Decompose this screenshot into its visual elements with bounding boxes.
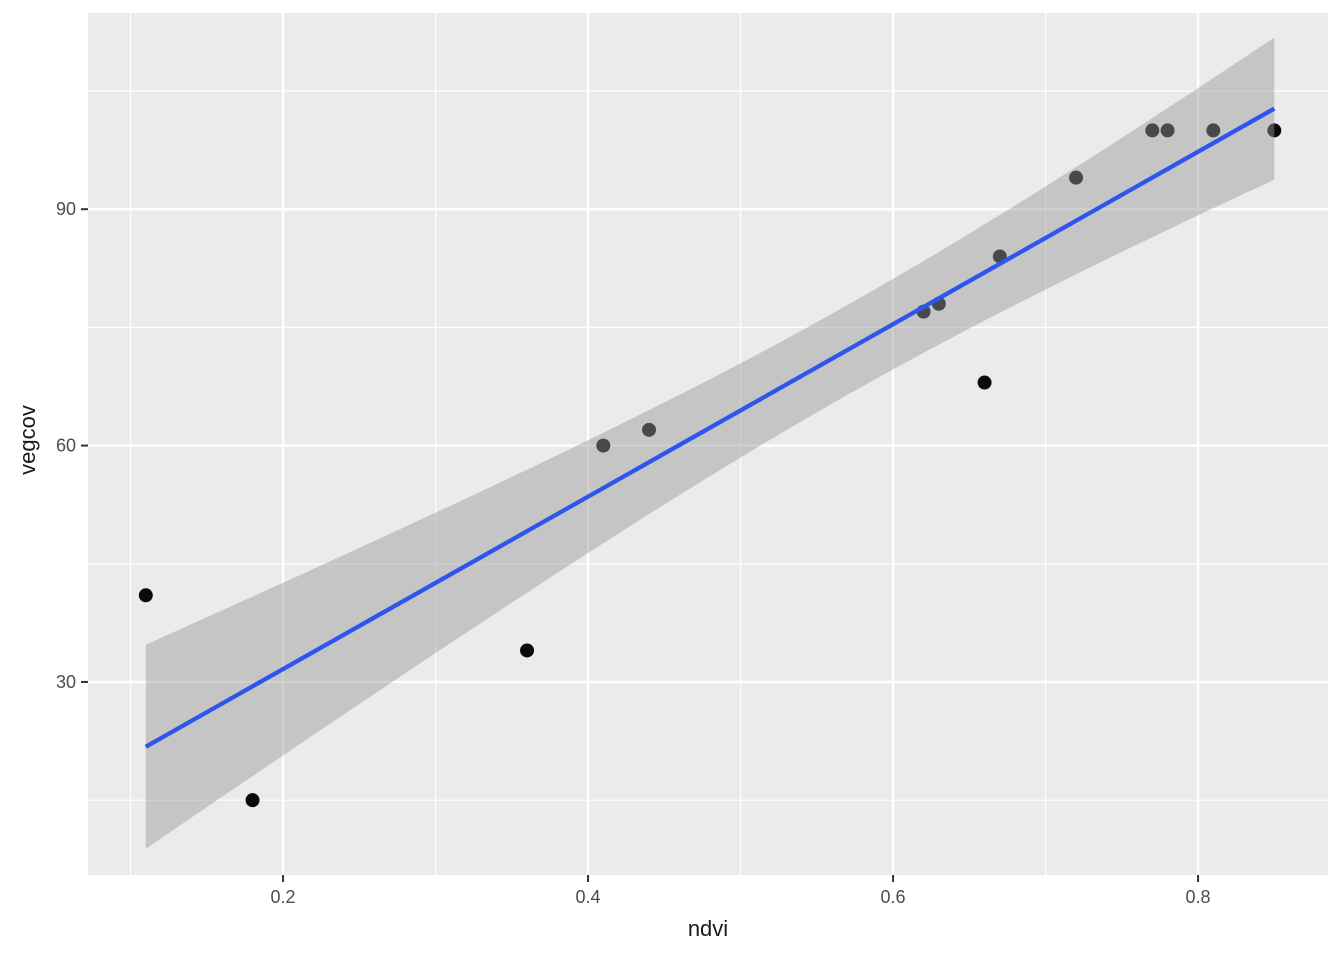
confidence-band: [145, 37, 1275, 849]
data-point: [1267, 123, 1282, 138]
data-point: [138, 588, 153, 603]
data-point: [1145, 123, 1160, 138]
x-tick-label: 0.6: [881, 887, 906, 907]
x-tick-label: 0.8: [1186, 887, 1211, 907]
data-point: [245, 793, 260, 808]
panel-background: [88, 13, 1328, 875]
data-point: [642, 422, 657, 437]
data-point: [1160, 123, 1175, 138]
y-tick-label: 90: [56, 199, 76, 219]
regression-line: [144, 106, 1276, 749]
x-tick-label: 0.4: [576, 887, 601, 907]
data-point: [977, 375, 992, 390]
x-tick-label: 0.2: [271, 887, 296, 907]
data-point: [596, 438, 611, 453]
y-tick-label: 30: [56, 672, 76, 692]
data-point: [520, 643, 535, 658]
y-tick-label: 60: [56, 436, 76, 456]
data-point: [1206, 123, 1221, 138]
data-point: [1069, 170, 1084, 185]
